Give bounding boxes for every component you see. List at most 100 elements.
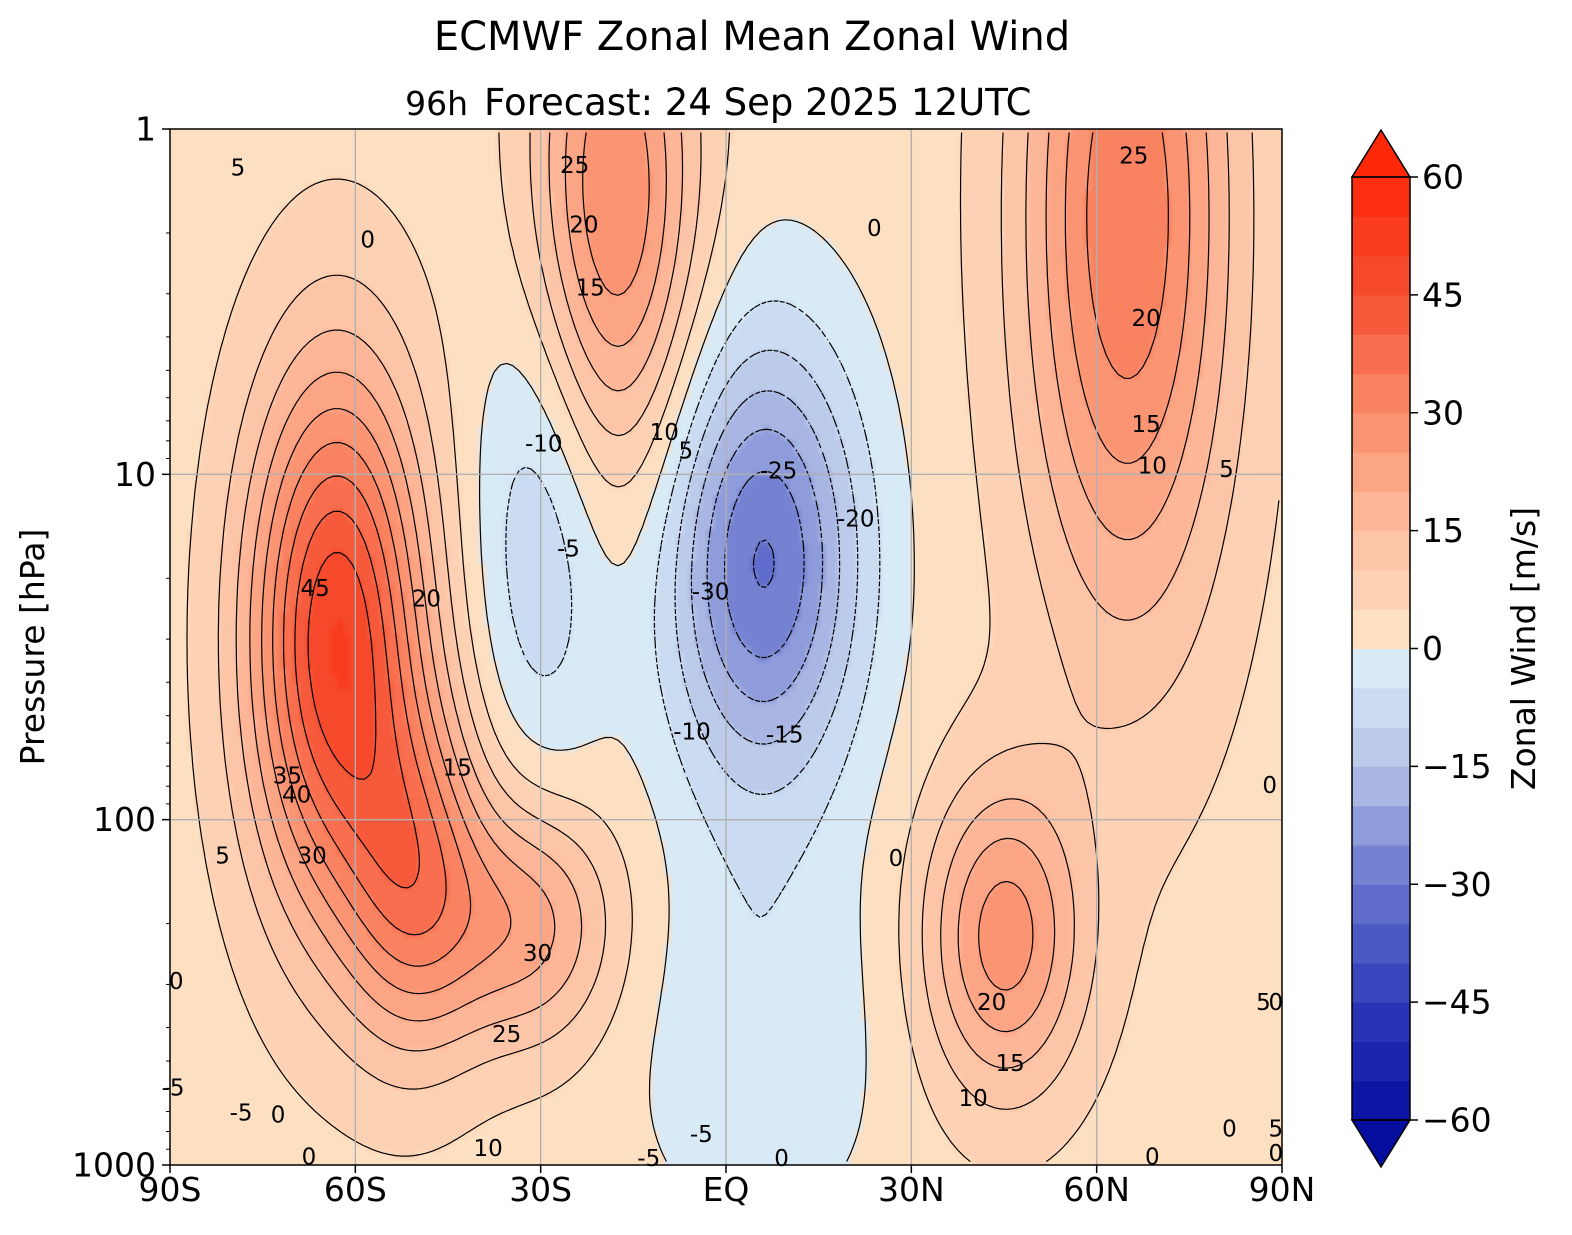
colorbar-tick-label: −60 (1422, 1101, 1492, 1140)
contour-label: -5 (637, 1146, 660, 1172)
x-tick-label: EQ (703, 1170, 750, 1209)
x-axis: 90S 60S 30S EQ 30N 60N 90N (139, 1165, 1316, 1209)
chart-subtitle-prefix: 96h (405, 84, 468, 123)
x-tick-label: 60N (1063, 1170, 1130, 1209)
contour-label: -30 (692, 580, 730, 606)
contour-label: 15 (1131, 412, 1160, 438)
contour-label: 10 (1138, 454, 1167, 480)
contour-line-neg30 (753, 539, 775, 588)
contour-line-neg5 (505, 300, 881, 918)
chart-subtitle: Forecast: 24 Sep 2025 12UTC (484, 81, 1031, 124)
colorbar-segment (1352, 452, 1410, 492)
colorbar-segment (1352, 609, 1410, 650)
colorbar-segment (1352, 530, 1410, 571)
colorbar-tick-label: 15 (1422, 511, 1464, 550)
x-tick-label: 30S (509, 1170, 572, 1209)
contour-label: 25 (1119, 143, 1148, 169)
colorbar-segment (1352, 687, 1410, 728)
colorbar-segment (1352, 923, 1410, 964)
colorbar-tick-label: −30 (1422, 865, 1492, 904)
colorbar-tick-label: 30 (1422, 393, 1464, 432)
x-tick-label: 90S (139, 1170, 202, 1209)
contour-label: 5 (679, 439, 694, 465)
contour-label: 10 (474, 1136, 503, 1162)
contour-label: 20 (412, 586, 441, 612)
colorbar-segment (1352, 1041, 1410, 1082)
colorbar-segment (1352, 373, 1410, 414)
contour-line-0 (479, 219, 915, 1162)
y-axis: 1 10 100 1000 (72, 110, 170, 1185)
colorbar-segment (1352, 294, 1410, 335)
colorbar-segment (1352, 766, 1410, 807)
contour-label: -10 (525, 432, 563, 458)
contour-label: -10 (673, 720, 711, 746)
colorbar-segment (1352, 727, 1410, 767)
colorbar-segment (1352, 884, 1410, 925)
colorbar-segment (1352, 569, 1410, 610)
colorbar-segment (1352, 255, 1410, 296)
colorbar-segment (1352, 1002, 1410, 1043)
colorbar-tick-label: −15 (1422, 747, 1492, 786)
y-axis-label: Pressure [hPa] (13, 529, 52, 766)
colorbar-tick-label: 0 (1422, 629, 1443, 668)
contour-label: -20 (837, 506, 875, 532)
colorbar-extend-top (1350, 128, 1412, 178)
contour-label: 0 (1222, 1117, 1237, 1143)
colorbar-segment (1352, 1080, 1410, 1121)
x-tick-label: 60S (324, 1170, 387, 1209)
contour-lines (186, 132, 1280, 1163)
contour-label: 25 (492, 1022, 521, 1048)
contour-line-10 (217, 132, 1255, 1110)
colorbar-segment (1352, 334, 1410, 375)
contour-label: 0 (1269, 990, 1284, 1016)
contour-line-30 (272, 132, 1169, 967)
contour-label: 0 (774, 1146, 789, 1172)
contour-line-35 (283, 475, 447, 936)
colorbar-segment (1352, 962, 1410, 1003)
contour-label: 0 (302, 1144, 317, 1170)
contour-label: 0 (1145, 1144, 1160, 1170)
contour-label: 40 (282, 782, 311, 808)
colorbar-segment (1352, 412, 1410, 453)
contour-line-15 (235, 132, 1230, 1069)
contour-label: 5 (1219, 457, 1234, 483)
contour-label: 5 (1269, 1117, 1284, 1143)
colorbar-segment (1352, 177, 1410, 217)
contour-label: 0 (867, 216, 882, 242)
contour-label: 35 (273, 764, 302, 790)
contour-line-neg25 (724, 470, 805, 659)
y-tick-label: 1 (135, 110, 156, 149)
contour-label: 0 (1262, 773, 1277, 799)
grid-lines (170, 129, 1282, 1165)
y-tick-label: 100 (93, 800, 156, 839)
contour-label: 15 (996, 1051, 1025, 1077)
contour-label: 15 (443, 755, 472, 781)
contour-label: -15 (766, 722, 804, 748)
contour-line-25 (261, 132, 1191, 995)
contour-label: 20 (569, 212, 598, 238)
x-tick-label: 90N (1249, 1170, 1316, 1209)
contour-line-neg15 (690, 390, 841, 745)
contour-label: 20 (1131, 306, 1160, 332)
colorbar-tick-label: 45 (1422, 275, 1464, 314)
contour-label: 5 (1256, 990, 1271, 1016)
contour-label: -5 (690, 1122, 713, 1148)
contour-label: 25 (560, 153, 589, 179)
contour-label: 0 (169, 969, 184, 995)
colorbar-extend-bottom (1350, 1119, 1412, 1169)
contour-label: -5 (162, 1075, 185, 1101)
contour-label: 0 (271, 1103, 286, 1129)
colorbar-tick-label: −45 (1422, 983, 1492, 1022)
contour-line-40 (294, 510, 420, 889)
contour-label: 5 (231, 155, 246, 181)
colorbar-label: Zonal Wind [m/s] (1504, 507, 1543, 790)
contour-label: 45 (301, 576, 330, 602)
y-tick-label: 1000 (72, 1146, 156, 1185)
colorbar: 60 45 30 15 0 −15 −30 −45 −60 (1350, 128, 1492, 1169)
contour-label: 30 (523, 941, 552, 967)
contour-label: 20 (977, 990, 1006, 1016)
chart-title: ECMWF Zonal Mean Zonal Wind (434, 14, 1070, 60)
